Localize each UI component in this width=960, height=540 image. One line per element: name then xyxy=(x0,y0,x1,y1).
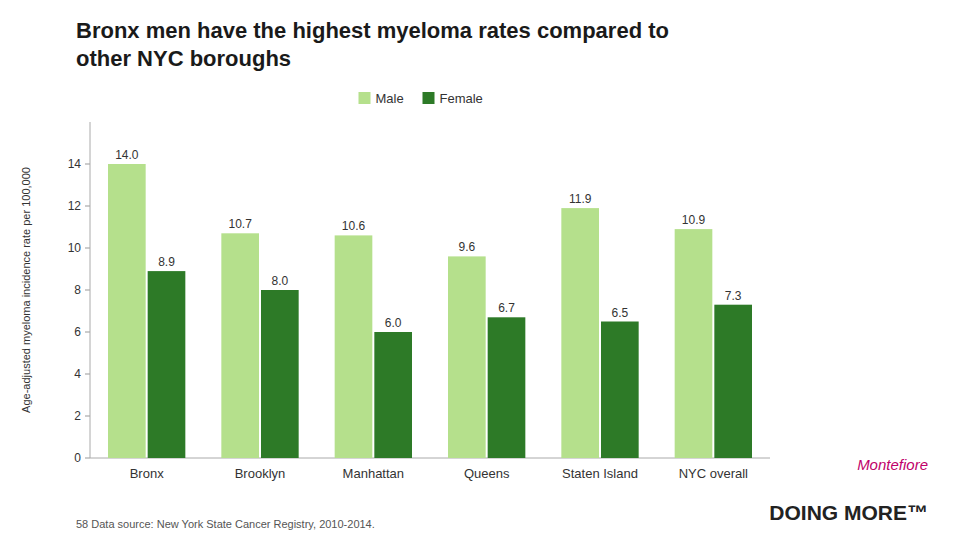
y-tick xyxy=(85,458,90,459)
x-tick-label: Manhattan xyxy=(343,466,404,481)
bar xyxy=(221,233,259,458)
y-tick xyxy=(85,248,90,249)
data-label: 8.9 xyxy=(158,255,175,269)
y-tick-label: 12 xyxy=(68,199,82,213)
data-labels: 14.0 10.7 10.6 9.6 11.9 10.9 8.9 8.0 6.0 6.7 6.5 7.… xyxy=(115,148,742,330)
y-tick-label: 6 xyxy=(74,325,81,339)
bar xyxy=(601,322,639,459)
legend-label: Male xyxy=(376,91,404,106)
legend: Male Female xyxy=(359,91,483,106)
bars xyxy=(108,164,752,458)
title-line: Bronx men have the highest myeloma rates… xyxy=(76,18,669,43)
y-tick xyxy=(85,416,90,417)
x-tick-label: Staten Island xyxy=(562,466,638,481)
bar xyxy=(335,235,373,458)
bar xyxy=(148,271,186,458)
x-tick-label: Queens xyxy=(464,466,510,481)
bar xyxy=(261,290,299,458)
data-label: 7.3 xyxy=(725,289,742,303)
data-label: 11.9 xyxy=(569,192,592,206)
data-label: 6.0 xyxy=(385,316,402,330)
bar xyxy=(108,164,146,458)
bar xyxy=(675,229,713,458)
brand-name: Montefiore xyxy=(857,456,928,473)
legend-swatch xyxy=(423,92,435,104)
y-tick-label: 0 xyxy=(74,451,81,465)
data-label: 10.9 xyxy=(682,213,706,227)
data-label: 6.7 xyxy=(498,301,515,315)
title-line: other NYC boroughs xyxy=(76,46,291,71)
y-tick xyxy=(85,206,90,207)
y-tick-label: 2 xyxy=(74,409,81,423)
y-tick xyxy=(85,290,90,291)
chart: Bronx men have the highest myeloma rates… xyxy=(0,0,960,540)
data-label: 6.5 xyxy=(611,306,628,320)
data-label: 10.7 xyxy=(228,217,252,231)
data-label: 14.0 xyxy=(115,148,139,162)
y-tick xyxy=(85,374,90,375)
footnote: 58 Data source: New York State Cancer Re… xyxy=(76,518,375,530)
data-label: 8.0 xyxy=(271,274,288,288)
y-tick xyxy=(85,164,90,165)
y-tick xyxy=(85,332,90,333)
title: Bronx men have the highest myeloma rates… xyxy=(76,18,669,71)
legend-label: Female xyxy=(440,91,483,106)
bar xyxy=(714,305,752,458)
legend-swatch xyxy=(359,92,371,104)
y-tick-label: 14 xyxy=(68,157,82,171)
data-label: 9.6 xyxy=(458,240,475,254)
x-tick-label: NYC overall xyxy=(679,466,748,481)
bar xyxy=(448,256,486,458)
x-tick-label: Bronx xyxy=(130,466,164,481)
y-axis-label: Age-adjusted myeloma incidence rate per … xyxy=(20,167,32,413)
data-label: 10.6 xyxy=(342,219,366,233)
y-tick-label: 8 xyxy=(74,283,81,297)
y-axis-line xyxy=(90,122,91,458)
bar xyxy=(561,208,599,458)
background xyxy=(0,0,960,540)
brand-tagline: DOING MORE™ xyxy=(769,501,928,524)
x-axis-line xyxy=(90,458,770,459)
x-tick-label: Brooklyn xyxy=(235,466,286,481)
y-tick-label: 4 xyxy=(74,367,81,381)
bar xyxy=(374,332,412,458)
y-tick-label: 10 xyxy=(68,241,82,255)
bar xyxy=(488,317,526,458)
